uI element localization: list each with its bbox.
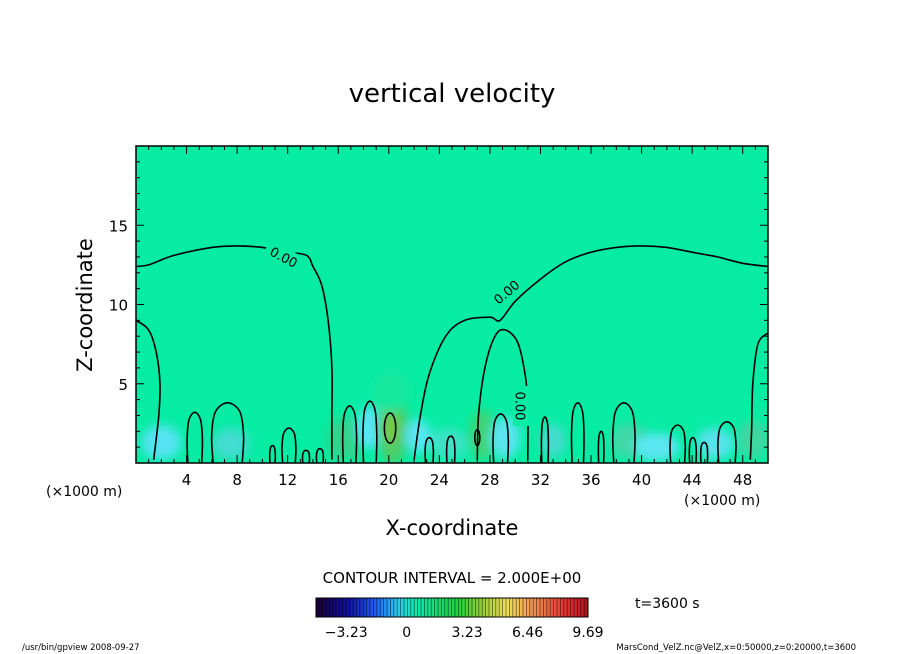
zero-contour-right-edge-arch bbox=[749, 332, 768, 460]
color-patch bbox=[634, 432, 680, 462]
closed-cell-contour bbox=[473, 428, 481, 447]
color-patch bbox=[141, 424, 182, 460]
colorbar-tick-label: 3.23 bbox=[452, 625, 483, 641]
colorbar-stripes bbox=[318, 598, 588, 617]
cell-contour bbox=[540, 416, 550, 463]
cell-contour bbox=[688, 436, 698, 463]
y-axis-unit: (×1000 m) bbox=[46, 484, 122, 500]
chart-title: vertical velocity bbox=[349, 79, 556, 109]
x-axis-label: X-coordinate bbox=[386, 516, 519, 540]
x-tick-label: 24 bbox=[430, 471, 449, 489]
x-tick-label: 48 bbox=[733, 471, 752, 489]
x-tick-label: 8 bbox=[232, 471, 242, 489]
cell-contour bbox=[699, 441, 709, 463]
cell-contour bbox=[281, 427, 297, 463]
color-patch bbox=[737, 420, 768, 459]
velocity-color-patches bbox=[141, 371, 768, 463]
y-axis-label: Z-coordinate bbox=[73, 238, 97, 372]
x-tick-label: 16 bbox=[329, 471, 348, 489]
color-patch bbox=[211, 428, 250, 460]
x-tick-label: 12 bbox=[278, 471, 297, 489]
cell-contour bbox=[669, 424, 687, 463]
zero-contour-right-dome bbox=[413, 245, 768, 460]
footer-right: MarsCond_VelZ.nc@VelZ,x=0:50000,z=0:2000… bbox=[616, 643, 856, 653]
x-tick-label: 44 bbox=[683, 471, 702, 489]
color-patch bbox=[326, 417, 363, 462]
plot-field bbox=[136, 146, 768, 463]
color-patch bbox=[489, 417, 521, 459]
cell-contour bbox=[301, 449, 311, 463]
cell-contour bbox=[611, 401, 636, 463]
contour-label-bg bbox=[262, 239, 306, 273]
contour-interval-text: CONTOUR INTERVAL = 2.000E+00 bbox=[323, 569, 582, 587]
cell-contour bbox=[268, 444, 277, 463]
cell-contour bbox=[492, 413, 510, 463]
x-axis-unit: (×1000 m) bbox=[684, 493, 760, 509]
cell-contour bbox=[186, 411, 204, 463]
colorbar-ticks: −3.23 0 3.23 6.46 9.69 bbox=[325, 625, 604, 641]
time-label: t=3600 s bbox=[635, 596, 700, 612]
zero-contour-left-dome bbox=[136, 245, 334, 460]
x-tick-label: 36 bbox=[581, 471, 600, 489]
x-tick-label: 4 bbox=[182, 471, 192, 489]
x-tick-label: 28 bbox=[480, 471, 499, 489]
x-tick-label: 32 bbox=[531, 471, 550, 489]
cell-contour bbox=[570, 401, 585, 463]
y-tick-label: 15 bbox=[109, 217, 128, 235]
contour-lines bbox=[136, 245, 768, 463]
colorbar-tick-label: −3.23 bbox=[325, 625, 368, 641]
contour-label-bg bbox=[485, 272, 527, 311]
cell-contour bbox=[341, 405, 358, 463]
cell-contour bbox=[315, 447, 325, 463]
cell-contour bbox=[597, 430, 605, 463]
contour-label-bg bbox=[513, 385, 530, 426]
color-patch bbox=[469, 409, 495, 460]
zero-contour-left-edge-arch bbox=[136, 319, 161, 460]
cell-contour bbox=[424, 436, 435, 463]
cell-contour bbox=[210, 401, 245, 463]
color-patch bbox=[427, 428, 469, 460]
footer-left: /usr/bin/gpview 2008-09-27 bbox=[22, 643, 140, 653]
cell-contour bbox=[445, 435, 456, 463]
y-tick-label: 5 bbox=[118, 376, 128, 394]
closed-cell-contour bbox=[383, 412, 397, 444]
color-patch bbox=[371, 371, 412, 413]
x-tick-label: 20 bbox=[379, 471, 398, 489]
cell-contour bbox=[717, 420, 737, 463]
x-tick-label: 40 bbox=[632, 471, 651, 489]
colorbar-tick-label: 9.69 bbox=[572, 625, 603, 641]
contour-label: 0.00 bbox=[511, 391, 526, 420]
y-tick-label: 10 bbox=[109, 297, 128, 315]
color-patch bbox=[540, 423, 566, 459]
color-patch bbox=[695, 428, 734, 460]
colorbar-tick-label: 0 bbox=[402, 625, 411, 641]
cell-contour bbox=[362, 400, 378, 463]
colorbar-tick-label: 6.46 bbox=[512, 625, 543, 641]
